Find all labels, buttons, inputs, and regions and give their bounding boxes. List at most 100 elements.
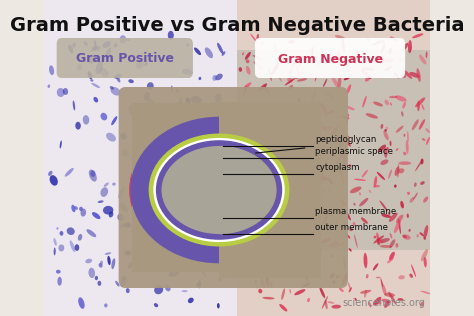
Ellipse shape [423, 197, 428, 203]
Ellipse shape [106, 133, 116, 142]
Ellipse shape [294, 289, 305, 295]
Ellipse shape [85, 259, 92, 263]
Ellipse shape [329, 187, 331, 194]
Ellipse shape [90, 48, 97, 52]
Ellipse shape [384, 129, 387, 132]
Ellipse shape [100, 187, 108, 197]
Ellipse shape [251, 139, 253, 143]
Ellipse shape [187, 206, 191, 214]
Ellipse shape [390, 103, 392, 106]
Ellipse shape [127, 222, 130, 227]
Ellipse shape [323, 79, 327, 87]
Ellipse shape [303, 261, 308, 267]
Ellipse shape [330, 273, 335, 278]
Ellipse shape [201, 269, 206, 277]
Ellipse shape [381, 44, 385, 54]
Ellipse shape [112, 183, 116, 185]
Ellipse shape [410, 274, 413, 278]
Ellipse shape [243, 199, 251, 208]
Ellipse shape [299, 209, 301, 217]
Ellipse shape [78, 297, 85, 309]
Ellipse shape [165, 195, 175, 202]
Ellipse shape [369, 190, 372, 193]
Ellipse shape [389, 252, 395, 260]
Ellipse shape [318, 248, 323, 252]
Ellipse shape [71, 205, 75, 212]
Ellipse shape [349, 228, 353, 231]
Ellipse shape [346, 212, 351, 220]
Ellipse shape [353, 222, 356, 226]
Ellipse shape [300, 127, 303, 131]
Text: plasma membrane: plasma membrane [315, 207, 397, 216]
Ellipse shape [184, 168, 189, 175]
Text: periplasmic space: periplasmic space [315, 147, 393, 156]
Ellipse shape [417, 234, 419, 238]
Ellipse shape [246, 66, 251, 75]
Ellipse shape [286, 210, 288, 214]
Ellipse shape [271, 184, 274, 187]
Ellipse shape [319, 287, 325, 298]
Ellipse shape [298, 184, 301, 188]
Ellipse shape [325, 92, 334, 99]
Ellipse shape [60, 231, 64, 236]
Ellipse shape [387, 258, 394, 263]
Ellipse shape [222, 51, 226, 56]
Ellipse shape [342, 273, 347, 285]
Ellipse shape [336, 155, 343, 164]
Ellipse shape [311, 46, 314, 61]
Ellipse shape [394, 167, 399, 176]
Ellipse shape [376, 233, 380, 244]
Ellipse shape [301, 265, 309, 278]
Ellipse shape [412, 33, 423, 38]
Ellipse shape [214, 103, 220, 113]
Ellipse shape [251, 212, 256, 219]
Ellipse shape [125, 250, 131, 255]
Ellipse shape [217, 43, 223, 54]
Ellipse shape [73, 42, 76, 48]
Ellipse shape [263, 297, 274, 299]
Ellipse shape [134, 138, 142, 149]
Ellipse shape [121, 276, 125, 282]
Ellipse shape [415, 159, 423, 171]
Ellipse shape [322, 180, 324, 184]
Ellipse shape [279, 304, 287, 312]
Ellipse shape [309, 48, 312, 53]
Text: Gram Positive vs Gram Negative Bacteria: Gram Positive vs Gram Negative Bacteria [10, 16, 464, 35]
Ellipse shape [389, 213, 398, 222]
Ellipse shape [243, 82, 251, 90]
Ellipse shape [275, 275, 277, 278]
Ellipse shape [260, 277, 265, 288]
Ellipse shape [322, 213, 329, 225]
Ellipse shape [188, 298, 194, 303]
Ellipse shape [102, 41, 111, 48]
Ellipse shape [122, 223, 131, 228]
Ellipse shape [288, 40, 295, 44]
Ellipse shape [110, 87, 121, 95]
Ellipse shape [217, 303, 219, 308]
Ellipse shape [110, 86, 114, 89]
Bar [237, 50, 430, 250]
Ellipse shape [425, 128, 430, 133]
Ellipse shape [162, 146, 276, 234]
Ellipse shape [168, 270, 179, 277]
Ellipse shape [407, 192, 410, 195]
Ellipse shape [395, 95, 407, 101]
Ellipse shape [156, 201, 164, 213]
Ellipse shape [281, 162, 283, 168]
Ellipse shape [384, 293, 395, 297]
Ellipse shape [337, 210, 344, 215]
Ellipse shape [286, 104, 290, 109]
Ellipse shape [335, 35, 346, 40]
Ellipse shape [377, 239, 383, 243]
Ellipse shape [165, 284, 171, 291]
Ellipse shape [115, 281, 119, 287]
Ellipse shape [269, 157, 275, 161]
Ellipse shape [174, 102, 183, 110]
Ellipse shape [245, 52, 251, 60]
Ellipse shape [380, 160, 388, 165]
Ellipse shape [265, 149, 274, 156]
Ellipse shape [104, 182, 109, 187]
Ellipse shape [401, 73, 406, 78]
Bar [219, 102, 321, 278]
Ellipse shape [191, 206, 196, 210]
